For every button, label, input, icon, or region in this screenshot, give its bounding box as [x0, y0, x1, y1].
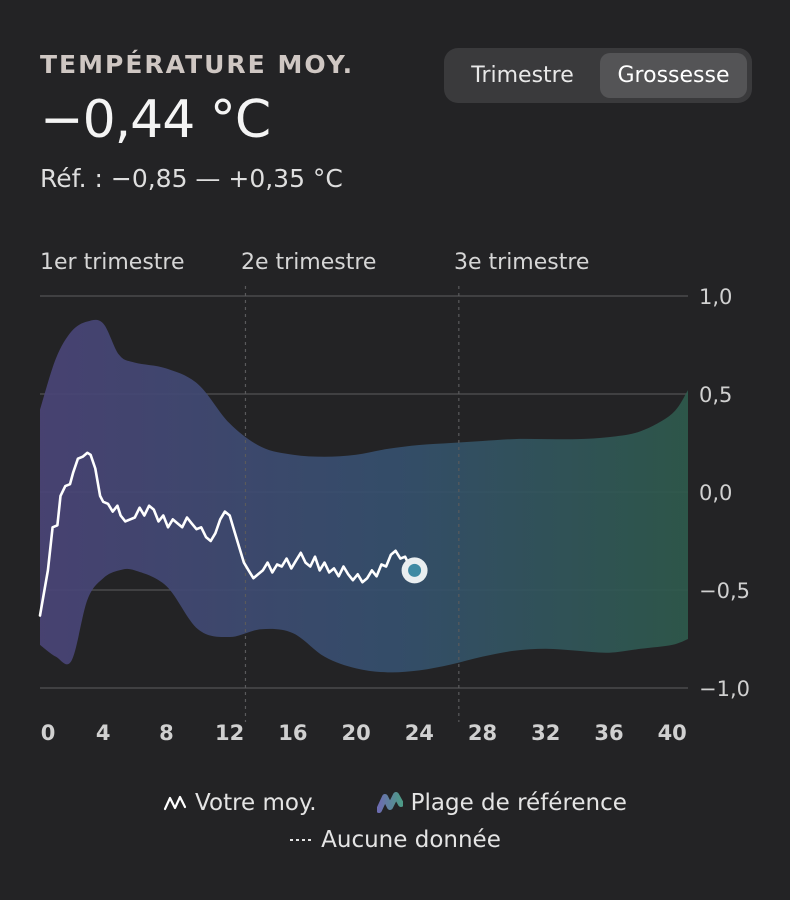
toggle-trimestre[interactable]: Trimestre [471, 63, 574, 88]
reference-range: Réf. : −0,85 — +0,35 °C [40, 164, 343, 193]
dotted-line-icon [290, 839, 313, 841]
legend-row-2: Aucune donnée [0, 827, 790, 853]
legend-label-none: Aucune donnée [321, 827, 501, 853]
legend-label-line: Votre moy. [195, 790, 317, 816]
y-tick-label: −0,5 [699, 579, 750, 603]
trimester-label: 1er trimestre [40, 250, 185, 275]
x-tick-label: 32 [531, 721, 560, 745]
reference-band [40, 319, 688, 673]
y-tick-label: 1,0 [699, 285, 732, 309]
x-tick-label: 0 [41, 721, 56, 745]
current-point-marker [408, 563, 422, 577]
y-tick-label: 0,5 [699, 383, 732, 407]
wave-line-icon [163, 795, 187, 811]
metric-title: TEMPÉRATURE MOY. [40, 50, 355, 79]
y-tick-label: 0,0 [699, 481, 732, 505]
x-tick-label: 36 [594, 721, 623, 745]
trimester-label: 3e trimestre [454, 250, 589, 275]
y-tick-label: −1,0 [699, 677, 750, 701]
legend-label-band: Plage de référence [410, 790, 627, 816]
x-tick-label: 40 [658, 721, 687, 745]
x-tick-label: 20 [341, 721, 370, 745]
x-tick-label: 8 [159, 721, 174, 745]
legend-item-none: Aucune donnée [289, 827, 501, 853]
x-tick-label: 4 [96, 721, 111, 745]
x-tick-label: 28 [468, 721, 497, 745]
x-tick-label: 16 [278, 721, 307, 745]
x-tick-label: 12 [215, 721, 244, 745]
legend-row-1: Votre moy. Plage de référence [0, 790, 790, 816]
toggle-grossesse[interactable]: Grossesse [600, 53, 747, 98]
metric-value: −0,44 °C [40, 90, 271, 150]
trimester-label: 2e trimestre [241, 250, 376, 275]
legend-item-band: Plage de référence [376, 790, 627, 816]
wave-band-icon [376, 792, 403, 813]
x-tick-label: 24 [405, 721, 434, 745]
legend-item-line: Votre moy. [163, 790, 317, 816]
temperature-chart: 1er trimestre 2e trimestre 3e trimestre 1,0… [38, 250, 750, 745]
average-temperature-line [38, 451, 416, 617]
period-toggle: Trimestre Grossesse [444, 48, 752, 103]
